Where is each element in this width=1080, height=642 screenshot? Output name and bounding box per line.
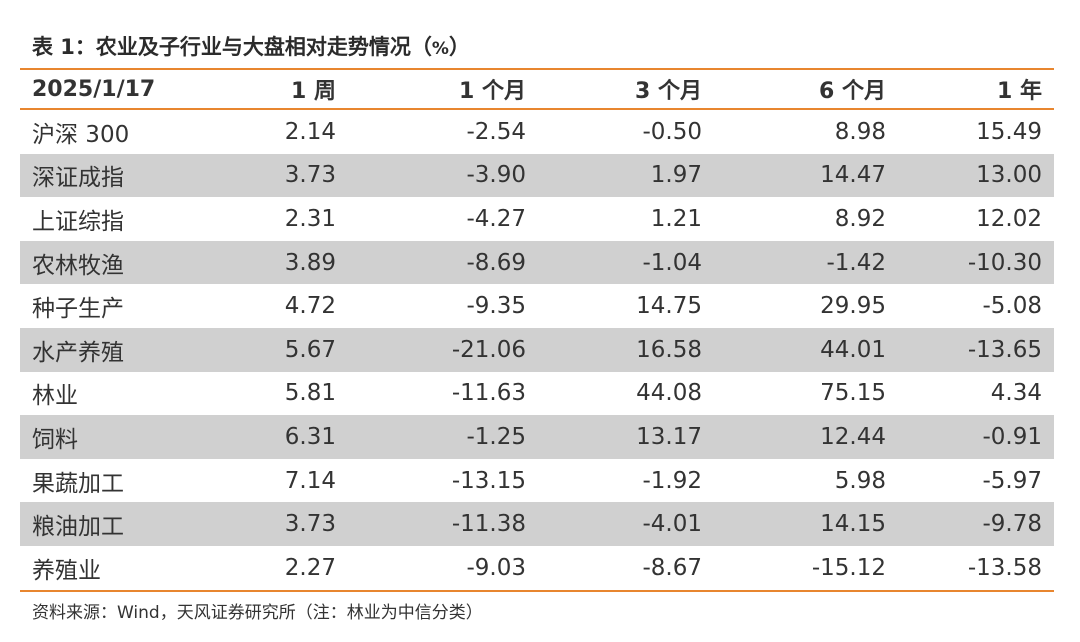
cell-1-year: 15.49 bbox=[976, 118, 1042, 145]
row-label: 水产养殖 bbox=[20, 327, 216, 372]
cell-1-year: -10.30 bbox=[898, 240, 1054, 285]
table-row: 沪深 300 2.14 -2.54 -0.50 8.98 15.49 bbox=[20, 110, 1054, 154]
row-label: 农林牧渔 bbox=[20, 240, 216, 285]
cell-1-month: -4.27 bbox=[466, 205, 526, 232]
table-row: 饲料 6.31 -1.25 13.17 12.44 -0.91 bbox=[20, 415, 1054, 459]
table-row: 水产养殖 5.67 -21.06 16.58 44.01 -13.65 bbox=[20, 327, 1054, 372]
cell-1-year: 13.00 bbox=[898, 153, 1054, 198]
cell-3-month: 13.17 bbox=[538, 415, 714, 459]
cell-1-month: -21.06 bbox=[348, 327, 538, 372]
header-date: 2025/1/17 bbox=[32, 76, 156, 102]
cell-1-week: 2.27 bbox=[284, 554, 336, 581]
table-row: 农林牧渔 3.89 -8.69 -1.04 -1.42 -10.30 bbox=[20, 240, 1054, 285]
performance-table: 2025/1/17 1 周 1 个月 3 个月 6 个月 1 年 沪深 300 2… bbox=[20, 70, 1054, 590]
row-label: 粮油加工 bbox=[20, 502, 216, 546]
cell-1-month: -3.90 bbox=[348, 153, 538, 198]
cell-6-month: 12.44 bbox=[714, 415, 898, 459]
header-1-week: 1 周 bbox=[291, 79, 336, 104]
table-figure: 表 1：农业及子行业与大盘相对走势情况（%） 2025/1/17 1 周 1 个… bbox=[20, 26, 1054, 630]
cell-3-month: 1.21 bbox=[650, 205, 702, 232]
cell-1-year: -5.08 bbox=[982, 293, 1042, 320]
cell-1-month: -9.35 bbox=[466, 293, 526, 320]
cell-6-month: 29.95 bbox=[820, 293, 886, 320]
cell-3-month: -1.04 bbox=[538, 240, 714, 285]
header-rule bbox=[20, 108, 1054, 110]
row-label: 养殖业 bbox=[32, 557, 101, 584]
row-label: 果蔬加工 bbox=[32, 470, 124, 497]
cell-3-month: 16.58 bbox=[538, 327, 714, 372]
cell-6-month: -15.12 bbox=[811, 554, 886, 581]
cell-3-month: -0.50 bbox=[642, 118, 702, 145]
cell-6-month: 8.92 bbox=[834, 205, 886, 232]
table-title: 表 1：农业及子行业与大盘相对走势情况（%） bbox=[20, 26, 1054, 68]
cell-1-week: 6.31 bbox=[216, 415, 348, 459]
header-row: 2025/1/17 1 周 1 个月 3 个月 6 个月 1 年 bbox=[20, 70, 1054, 108]
top-rule bbox=[20, 68, 1054, 70]
cell-6-month: -1.42 bbox=[714, 240, 898, 285]
table-row: 上证综指 2.31 -4.27 1.21 8.92 12.02 bbox=[20, 197, 1054, 241]
cell-1-week: 5.81 bbox=[284, 380, 336, 407]
cell-1-month: -13.15 bbox=[451, 467, 526, 494]
cell-1-week: 7.14 bbox=[284, 467, 336, 494]
cell-1-month: -9.03 bbox=[466, 554, 526, 581]
row-label: 林业 bbox=[32, 383, 78, 410]
cell-1-week: 2.31 bbox=[284, 205, 336, 232]
header-6-month: 6 个月 bbox=[819, 79, 886, 104]
table-row: 果蔬加工 7.14 -13.15 -1.92 5.98 -5.97 bbox=[20, 459, 1054, 503]
table-row: 深证成指 3.73 -3.90 1.97 14.47 13.00 bbox=[20, 153, 1054, 198]
cell-1-week: 3.89 bbox=[216, 240, 348, 285]
cell-1-week: 2.14 bbox=[284, 118, 336, 145]
cell-1-week: 3.73 bbox=[216, 153, 348, 198]
cell-1-month: -1.25 bbox=[348, 415, 538, 459]
cell-1-year: -0.91 bbox=[898, 415, 1054, 459]
cell-3-month: 1.97 bbox=[538, 153, 714, 198]
cell-6-month: 14.47 bbox=[714, 153, 898, 198]
cell-6-month: 14.15 bbox=[714, 502, 898, 546]
cell-3-month: -1.92 bbox=[642, 467, 702, 494]
row-label: 饲料 bbox=[20, 415, 216, 459]
cell-1-month: -8.69 bbox=[348, 240, 538, 285]
cell-1-year: -9.78 bbox=[898, 502, 1054, 546]
cell-1-year: 4.34 bbox=[990, 380, 1042, 407]
table-title-close: ） bbox=[448, 35, 470, 59]
cell-6-month: 5.98 bbox=[834, 467, 886, 494]
source-note: 资料来源：Wind，天风证券研究所（注：林业为中信分类） bbox=[32, 602, 483, 623]
cell-1-week: 5.67 bbox=[216, 327, 348, 372]
table-row: 种子生产 4.72 -9.35 14.75 29.95 -5.08 bbox=[20, 284, 1054, 328]
cell-6-month: 75.15 bbox=[820, 380, 886, 407]
header-3-month: 3 个月 bbox=[635, 79, 702, 104]
cell-6-month: 8.98 bbox=[834, 118, 886, 145]
cell-1-year: 12.02 bbox=[976, 205, 1042, 232]
cell-1-month: -2.54 bbox=[466, 118, 526, 145]
cell-1-year: -5.97 bbox=[982, 467, 1042, 494]
cell-1-year: -13.65 bbox=[898, 327, 1054, 372]
cell-3-month: -8.67 bbox=[642, 554, 702, 581]
table-title-text: 表 1：农业及子行业与大盘相对走势情况（ bbox=[32, 35, 432, 59]
row-label: 沪深 300 bbox=[32, 121, 130, 148]
row-label: 上证综指 bbox=[32, 208, 124, 235]
cell-6-month: 44.01 bbox=[714, 327, 898, 372]
row-label: 种子生产 bbox=[32, 296, 124, 323]
table-row: 养殖业 2.27 -9.03 -8.67 -15.12 -13.58 bbox=[20, 546, 1054, 590]
cell-3-month: 44.08 bbox=[636, 380, 702, 407]
row-label: 深证成指 bbox=[20, 153, 216, 198]
table-row: 粮油加工 3.73 -11.38 -4.01 14.15 -9.78 bbox=[20, 502, 1054, 546]
bottom-rule bbox=[20, 589, 1054, 592]
cell-1-month: -11.38 bbox=[348, 502, 538, 546]
cell-1-week: 3.73 bbox=[216, 502, 348, 546]
header-1-year: 1 年 bbox=[997, 79, 1042, 104]
cell-3-month: -4.01 bbox=[538, 502, 714, 546]
cell-3-month: 14.75 bbox=[636, 293, 702, 320]
table-row: 林业 5.81 -11.63 44.08 75.15 4.34 bbox=[20, 372, 1054, 416]
table-body: 沪深 300 2.14 -2.54 -0.50 8.98 15.49 深证成指 3.73 -3.… bbox=[20, 110, 1054, 590]
table-title-unit: % bbox=[431, 39, 449, 59]
cell-1-week: 4.72 bbox=[284, 293, 336, 320]
header-1-month: 1 个月 bbox=[459, 79, 526, 104]
cell-1-year: -13.58 bbox=[967, 554, 1042, 581]
cell-1-month: -11.63 bbox=[451, 380, 526, 407]
